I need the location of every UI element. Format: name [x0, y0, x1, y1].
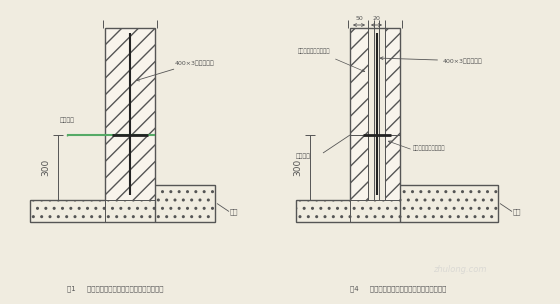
Text: 400×3钢板止水带: 400×3钢板止水带: [137, 60, 214, 81]
Bar: [350, 135, 368, 200]
Text: 基础垫层: 基础垫层: [60, 117, 75, 123]
Text: 图4     地下室外墙水平施工缝钢板止水带大样图: 图4 地下室外墙水平施工缝钢板止水带大样图: [350, 285, 446, 292]
Bar: [350, 200, 400, 222]
Text: 300: 300: [41, 159, 50, 176]
Bar: [30, 200, 105, 222]
Text: 底板: 底板: [230, 208, 239, 215]
Text: 400×3厚钢止水带: 400×3厚钢止水带: [380, 57, 483, 64]
Bar: [105, 200, 155, 222]
Bar: [105, 28, 155, 135]
Bar: [385, 135, 400, 200]
Bar: [296, 200, 350, 222]
Text: 图1     地下室外墙水平施工缝钢板止水带大样图: 图1 地下室外墙水平施工缝钢板止水带大样图: [67, 285, 164, 292]
Text: 固定止水钢板埋设钢筋: 固定止水钢板埋设钢筋: [413, 145, 446, 150]
Text: 50: 50: [355, 16, 363, 21]
Text: zhulong.com: zhulong.com: [433, 265, 487, 275]
Bar: [385, 28, 400, 135]
Bar: [155, 185, 215, 222]
Text: 固定止水钢板预埋止器: 固定止水钢板预埋止器: [298, 48, 330, 54]
Text: 300: 300: [293, 159, 302, 176]
Text: 基础垫层: 基础垫层: [296, 153, 311, 159]
Bar: [105, 135, 155, 200]
Bar: [400, 185, 498, 222]
Text: 20: 20: [372, 16, 380, 21]
Text: 底板: 底板: [513, 208, 521, 215]
Bar: [350, 28, 368, 135]
